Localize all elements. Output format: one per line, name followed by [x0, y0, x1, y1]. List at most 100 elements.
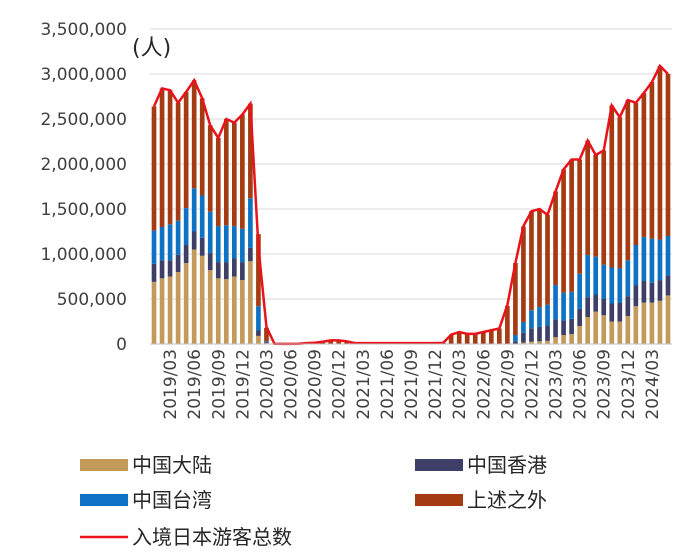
- bar-segment-2: [248, 247, 253, 262]
- bar-segment-4: [497, 328, 502, 344]
- bar-segment-2: [561, 320, 566, 335]
- bar-segment-1: [175, 272, 181, 344]
- y-tick-label: 500,000: [57, 290, 127, 310]
- bar-segment-3: [561, 292, 566, 321]
- bar-segment-3: [625, 260, 631, 297]
- bar-segment-2: [199, 237, 205, 256]
- bar-segment-3: [151, 230, 157, 264]
- bar-segment-4: [199, 98, 205, 196]
- bar-segment-3: [641, 236, 647, 281]
- bar-segment-4: [344, 341, 350, 344]
- bar-segment-3: [264, 341, 269, 343]
- bar-segment-1: [553, 337, 558, 344]
- bar-segment-3: [537, 307, 542, 327]
- x-tick-label: 2019/06: [185, 349, 205, 420]
- bar-segment-1: [215, 278, 221, 344]
- x-tick-label: 2024/03: [643, 349, 663, 420]
- bar-segment-2: [577, 308, 582, 326]
- x-tick-label: 2022/06: [474, 349, 494, 420]
- x-tick-label: 2019/12: [233, 349, 253, 420]
- legend-swatch: [80, 494, 128, 506]
- bar-segment-4: [448, 334, 454, 344]
- bar-segment-1: [223, 279, 229, 344]
- bar-segment-3: [569, 291, 574, 319]
- bar-segment-3: [633, 245, 639, 286]
- bar-segment-4: [521, 226, 526, 322]
- bar-segment-2: [545, 325, 550, 341]
- bar-segment-4: [151, 106, 157, 231]
- x-tick-label: 2021/03: [354, 349, 374, 420]
- bar-segment-3: [601, 264, 607, 299]
- bar-segment-4: [231, 122, 237, 227]
- legend-swatch: [80, 459, 128, 471]
- bar-segment-1: [585, 317, 591, 344]
- x-tick-label: 2021/06: [378, 349, 398, 420]
- legend-label: 中国台湾: [132, 488, 212, 512]
- bar-segment-2: [649, 282, 655, 303]
- bar-segment-2: [151, 263, 157, 282]
- bar-segment-1: [601, 315, 607, 344]
- bar-segment-4: [649, 82, 655, 239]
- bar-segment-2: [264, 342, 269, 344]
- legend-label: 中国大陆: [132, 453, 212, 477]
- bar-segment-3: [529, 310, 534, 329]
- bar-segment-3: [545, 304, 550, 326]
- y-tick-label: 2,000,000: [40, 155, 127, 175]
- bar-segment-2: [207, 253, 213, 271]
- y-tick-label: 0: [116, 335, 127, 355]
- bar-segment-1: [151, 281, 157, 344]
- bar-segment-3: [215, 226, 221, 263]
- bar-segment-3: [649, 238, 655, 283]
- bar-segment-3: [159, 227, 165, 261]
- bar-segment-2: [585, 297, 591, 317]
- bar-segment-4: [561, 169, 566, 293]
- y-tick-label: 2,500,000: [40, 110, 127, 130]
- bar-segment-2: [521, 332, 526, 343]
- bar-segment-3: [207, 211, 213, 254]
- bar-segment-2: [569, 318, 574, 335]
- bar-segment-2: [191, 231, 197, 250]
- bar-segment-4: [191, 80, 197, 189]
- bar-segment-4: [215, 137, 221, 227]
- bar-segment-1: [529, 341, 534, 344]
- bar-segment-3: [223, 225, 229, 263]
- legend-swatch: [415, 494, 463, 506]
- bar-segment-1: [657, 300, 663, 344]
- bar-segment-1: [617, 321, 623, 344]
- bar-segment-3: [240, 228, 245, 263]
- bar-segment-1: [641, 302, 647, 344]
- bar-segment-2: [513, 341, 518, 344]
- bar-segment-4: [513, 263, 518, 335]
- bar-segment-3: [175, 220, 181, 255]
- bar-segment-1: [609, 321, 615, 344]
- x-tick-label: 2020/06: [282, 349, 302, 420]
- y-tick-label: 1,500,000: [40, 200, 127, 220]
- bar-segment-3: [183, 208, 189, 245]
- bar-segment-3: [553, 285, 558, 320]
- x-tick-label: 2022/12: [522, 349, 542, 420]
- bar-segment-3: [617, 268, 623, 303]
- bar-segment-1: [191, 249, 197, 344]
- bar-segment-3: [167, 224, 173, 261]
- bar-segment-4: [609, 105, 615, 268]
- bar-segment-2: [537, 326, 542, 342]
- bar-segment-3: [521, 321, 526, 333]
- bar-segment-2: [240, 262, 245, 281]
- bar-segment-1: [199, 255, 205, 344]
- bar-segment-4: [569, 159, 574, 292]
- bar-segment-2: [167, 260, 173, 277]
- bar-segment-2: [665, 275, 671, 296]
- bar-segment-2: [231, 258, 237, 277]
- bar-segment-2: [215, 262, 221, 279]
- y-tick-label: 1,000,000: [40, 245, 127, 265]
- bar-segment-1: [625, 316, 631, 344]
- legend-label: 中国香港: [467, 453, 547, 477]
- legend-swatch: [415, 459, 463, 471]
- y-tick-label: 3,000,000: [40, 65, 127, 85]
- bar-segment-4: [577, 159, 582, 274]
- bar-segment-2: [159, 260, 165, 279]
- bar-segment-2: [617, 302, 623, 322]
- bar-segment-4: [456, 332, 462, 344]
- bar-segment-1: [240, 280, 245, 344]
